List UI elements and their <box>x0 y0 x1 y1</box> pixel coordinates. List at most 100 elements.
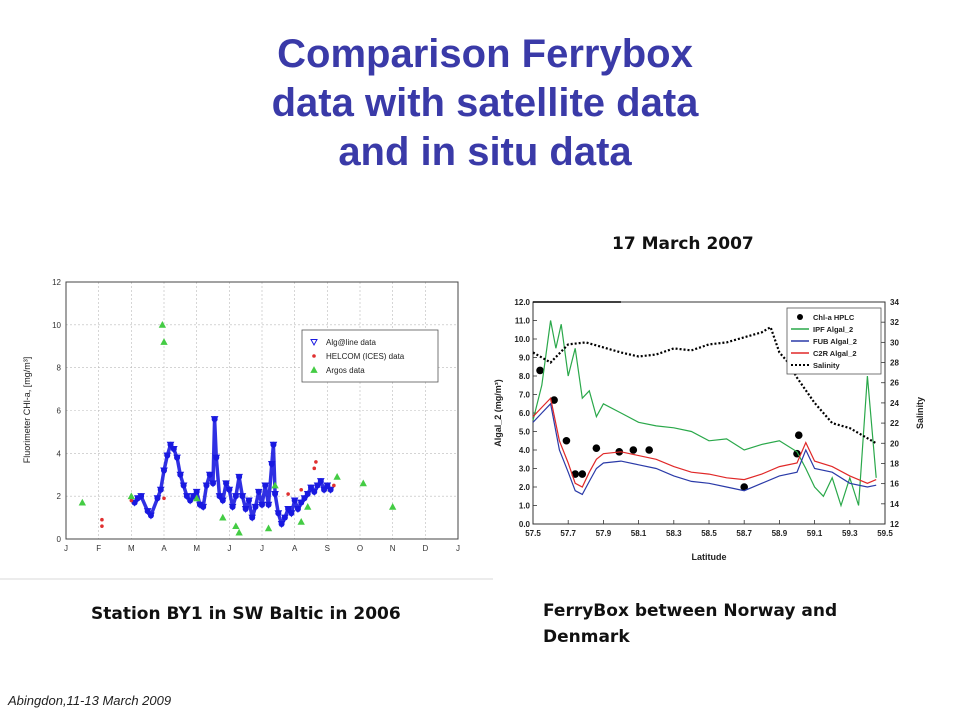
chart1-y-tick-label: 4 <box>57 449 62 458</box>
chart1-point <box>100 524 104 528</box>
chart2-y2-tick-label: 18 <box>890 459 899 468</box>
chart1-point <box>158 320 167 328</box>
chart2-y-tick-label: 5.0 <box>519 428 531 437</box>
chart2-y2-tick-label: 16 <box>890 480 899 489</box>
chart1-background <box>0 268 497 580</box>
chart1-legend-label: Alg@line data <box>326 338 376 347</box>
chart1-points <box>78 320 397 536</box>
chart2-y-tick-label: 1.0 <box>519 502 531 511</box>
chart2-hplc-point <box>571 470 580 478</box>
chart2-legend-label: FUB Algal_2 <box>813 337 857 346</box>
chart1-y-tick-label: 0 <box>57 535 62 544</box>
chart1-point <box>312 466 317 471</box>
chart2-y-tick-label: 6.0 <box>519 409 531 418</box>
chart1-y-tick-label: 2 <box>57 492 62 501</box>
chart2-y2-ticks: 12 14 16 18 20 22 24 26 28 30 32 34 <box>881 298 899 529</box>
chart2-y-tick-label: 8.0 <box>519 372 531 381</box>
chart1-legend: Alg@line data HELCOM (ICES) data Argos dat… <box>301 329 439 383</box>
title-line-1: Comparison Ferrybox <box>277 32 693 76</box>
chart1-x-tick-label: J <box>227 544 231 553</box>
footer-text: Abingdon,11-13 March 2009 <box>8 693 172 708</box>
slide-title: Comparison Ferrybox data with satellite … <box>150 30 820 177</box>
chart1-x-tick-label: M <box>128 544 135 553</box>
chart1-y-tick-label: 6 <box>57 407 62 416</box>
chart1-x-tick-label: J <box>456 544 460 553</box>
chart1-point <box>129 498 134 503</box>
chart2-y2-tick-label: 14 <box>890 500 899 509</box>
chart2-legend-label: IPF Algal_2 <box>813 325 853 334</box>
caption-left: Station BY1 in SW Baltic in 2006 <box>91 604 401 624</box>
chart1-y-tick-label: 10 <box>52 321 61 330</box>
chart2-x-axis-label: Latitude <box>692 552 727 562</box>
title-line-3: and in situ data <box>338 130 632 174</box>
chart2-hplc-point <box>645 446 653 454</box>
chart2-y2-tick-label: 20 <box>890 439 899 448</box>
chart2-x-tick-label: 58.1 <box>631 529 647 538</box>
chart2-y-tick-label: 3.0 <box>519 465 531 474</box>
chart1-legend-marker <box>310 339 318 347</box>
chart2-legend-label: Salinity <box>813 361 841 370</box>
chart2-y-tick-label: 2.0 <box>519 483 531 492</box>
chart2-y-tick-label: 4.0 <box>519 446 531 455</box>
chart1-point <box>100 517 104 522</box>
chart1-legend-marker <box>310 366 318 373</box>
chart1-x-tick-label: J <box>64 544 68 553</box>
chart2-hplc-point <box>550 396 558 404</box>
chart2-series-line <box>532 402 877 496</box>
chart2-y2-tick-label: 32 <box>890 318 899 327</box>
chart1-legend-label: HELCOM (ICES) data <box>326 352 405 361</box>
chart2-y2-tick-label: 24 <box>890 399 899 408</box>
chart1-x-tick-label: N <box>390 544 396 553</box>
chart2-y-ticks: 0.0 1.0 2.0 3.0 4.0 5.0 6.0 7.0 8.0 9.0 10.0 11.0 12… <box>514 298 537 529</box>
chart2-legend-label: Chl-a HPLC <box>813 313 855 322</box>
chart2-y-tick-label: 7.0 <box>519 391 531 400</box>
chart2-y2-tick-label: 26 <box>890 379 899 388</box>
chart2-x-tick-label: 57.5 <box>525 529 541 538</box>
caption-right: FerryBox between Norway and Denmark <box>543 601 838 647</box>
chart1-plot-frame <box>65 281 459 540</box>
chart1-x-tick-label: A <box>292 544 298 553</box>
chart1-x-tick-label: M <box>193 544 200 553</box>
chart2-y2-tick-label: 12 <box>890 520 899 529</box>
chart2-x-tick-label: 57.9 <box>596 529 612 538</box>
chart1-point <box>78 498 87 506</box>
chart2-hplc-point <box>740 483 748 491</box>
chart1-x-tick-label: D <box>422 544 428 553</box>
ferrybox-chart: 0.0 1.0 2.0 3.0 4.0 5.0 6.0 7.0 8.0 9.0 10.0 11.0 12… <box>493 288 931 588</box>
chart1-point <box>333 473 341 480</box>
chart2-legend: Chl-a HPLC IPF Algal_2 FUB Algal_2 C2R Alga… <box>786 307 882 375</box>
chart2-x-tick-label: 59.3 <box>842 529 858 538</box>
chart1-legend-label: Argos data <box>326 366 365 375</box>
chart1-x-tick-label: S <box>325 544 330 553</box>
chart1-point <box>388 503 397 510</box>
chart1-point <box>359 479 367 487</box>
chart1-point <box>299 487 304 492</box>
chart1-point <box>232 522 240 530</box>
chart1-series-band <box>133 417 332 526</box>
chart2-legend-label: C2R Algal_2 <box>813 349 857 358</box>
chart1-legend-marker <box>312 354 316 358</box>
chart1-point <box>235 528 243 536</box>
chart2-y2-tick-label: 30 <box>890 338 899 347</box>
chart2-hplc-point <box>562 436 571 445</box>
chart2-series-line <box>532 396 877 488</box>
chart2-x-tick-label: 59.1 <box>807 529 823 538</box>
chart2-x-tick-label: 58.9 <box>772 529 788 538</box>
chart1-y-tick-label: 12 <box>52 278 61 287</box>
chart2-x-tick-label: 59.5 <box>877 529 893 538</box>
chart1-point <box>304 503 312 510</box>
chart2-y-axis-label: Algal_2 (mg/m³) <box>493 379 503 447</box>
chart1-point <box>286 492 290 496</box>
chart2-y2-tick-label: 28 <box>890 359 899 368</box>
chart1-point <box>219 513 227 521</box>
chart1-point <box>162 496 166 501</box>
chart2-series-line <box>532 325 877 445</box>
chart1-x-tick-label: A <box>161 544 167 553</box>
chart2-y-tick-label: 9.0 <box>519 354 531 363</box>
chart1-point <box>192 494 201 502</box>
chart1-y-tick-label: 8 <box>57 364 62 373</box>
chart2-y-tick-label: 12.0 <box>514 298 530 307</box>
title-line-2: data with satellite data <box>271 81 699 125</box>
chart2-hplc-point <box>592 444 601 452</box>
chart2-x-ticks: 57.5 57.7 57.9 58.1 58.3 58.5 58.7 58.9 59.1 59.3… <box>525 520 893 538</box>
